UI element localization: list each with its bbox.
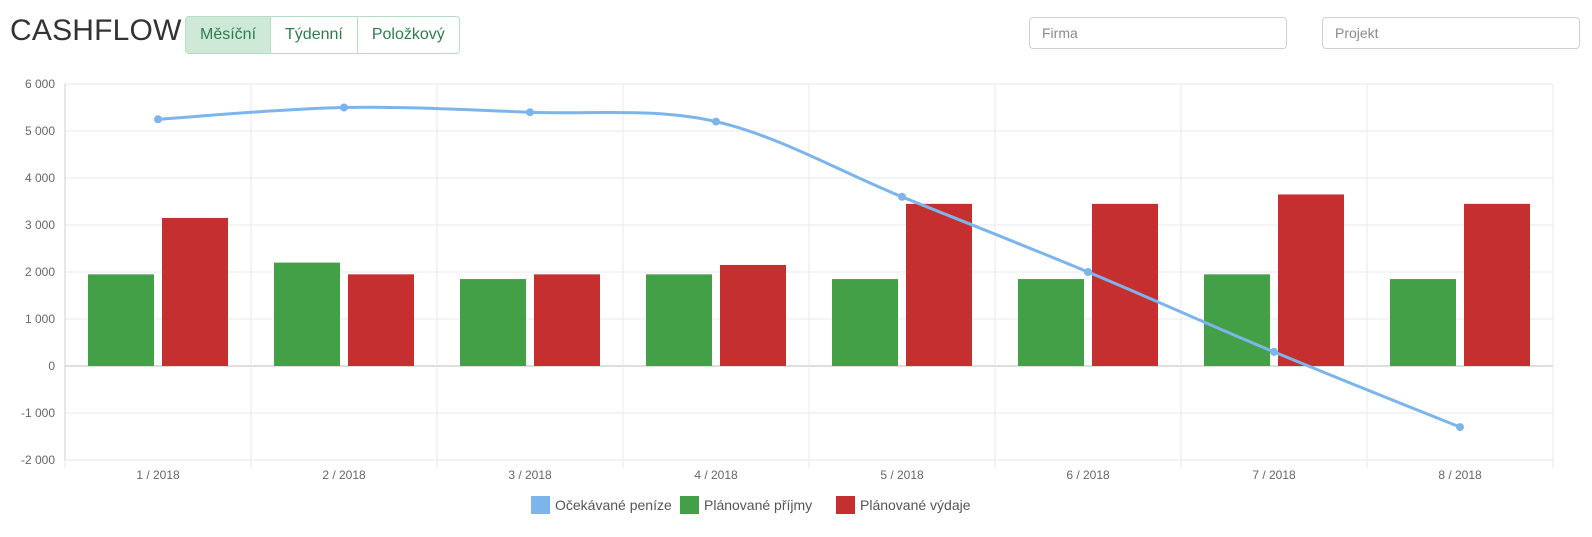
page-title: CASHFLOW: [10, 14, 182, 47]
x-tick-label: 4 / 2018: [694, 468, 738, 482]
bar-expense: [1278, 194, 1344, 366]
projekt-filter-input[interactable]: [1322, 17, 1580, 49]
y-tick-label: 6 000: [25, 77, 55, 91]
bar-expense: [1092, 203, 1158, 366]
chart-line-series: [154, 103, 1464, 432]
expected-money-point: [1270, 347, 1278, 356]
bar-expense: [534, 274, 600, 366]
bar-income: [1204, 274, 1270, 366]
y-tick-label: 5 000: [25, 124, 55, 138]
bar-expense: [906, 203, 972, 366]
y-tick-label: -2 000: [21, 453, 55, 467]
bar-income: [88, 274, 154, 366]
x-tick-label: 3 / 2018: [508, 468, 552, 482]
y-tick-label: 2 000: [25, 265, 55, 279]
x-tick-label: 8 / 2018: [1438, 468, 1482, 482]
expected-money-point: [340, 103, 348, 112]
expected-money-point: [526, 108, 534, 117]
y-tick-label: 1 000: [25, 312, 55, 326]
bar-expense: [348, 274, 414, 366]
expected-money-point: [898, 192, 906, 201]
bar-expense: [720, 264, 786, 366]
x-tick-label: 2 / 2018: [322, 468, 366, 482]
chart-legend: Očekávané peníze Plánované příjmy Plánovan…: [531, 496, 971, 514]
x-tick-label: 1 / 2018: [136, 468, 180, 482]
y-tick-label: -1 000: [21, 406, 55, 420]
expected-money-point: [154, 115, 162, 124]
legend-label: Plánované výdaje: [860, 497, 971, 513]
bar-expense: [162, 217, 228, 366]
firma-filter-input[interactable]: [1029, 17, 1287, 49]
expected-money-point: [1456, 423, 1464, 432]
expected-money-point: [712, 117, 720, 126]
expected-money-point: [1084, 268, 1092, 276]
tab-monthly[interactable]: Měsíční: [186, 17, 272, 53]
legend-item: Plánované výdaje: [836, 496, 971, 514]
cashflow-chart: 6 000 5 000 4 000 3 000 2 000 1 000 0 -1 000 -2 …: [21, 77, 1554, 514]
y-tick-label: 4 000: [25, 171, 55, 185]
x-tick-label: 6 / 2018: [1066, 468, 1110, 482]
bar-income: [1018, 279, 1084, 366]
x-tick-label: 7 / 2018: [1252, 468, 1296, 482]
legend-label: Plánované příjmy: [704, 497, 812, 513]
chart-axis-labels: 6 000 5 000 4 000 3 000 2 000 1 000 0 -1 000 -2 …: [21, 77, 1482, 482]
view-mode-tabs: Měsíční Týdenní Položkový: [185, 16, 460, 54]
bar-income: [646, 274, 712, 366]
legend-item: Plánované příjmy: [680, 496, 812, 514]
bar-expense: [1464, 203, 1530, 366]
tab-itemized[interactable]: Položkový: [357, 17, 459, 53]
bar-income: [832, 279, 898, 366]
y-tick-label: 0: [48, 359, 55, 373]
x-tick-label: 5 / 2018: [880, 468, 924, 482]
chart-bars: [88, 194, 1530, 366]
legend-swatch: [531, 496, 550, 514]
bar-income: [274, 262, 340, 366]
legend-label: Očekávané peníze: [555, 497, 672, 513]
bar-income: [460, 279, 526, 366]
legend-swatch: [836, 496, 855, 514]
legend-item: Očekávané peníze: [531, 496, 672, 514]
y-tick-label: 3 000: [25, 218, 55, 232]
bar-income: [1390, 279, 1456, 366]
legend-swatch: [680, 496, 699, 514]
tab-weekly[interactable]: Týdenní: [271, 17, 358, 53]
expected-money-line: [157, 105, 1461, 429]
